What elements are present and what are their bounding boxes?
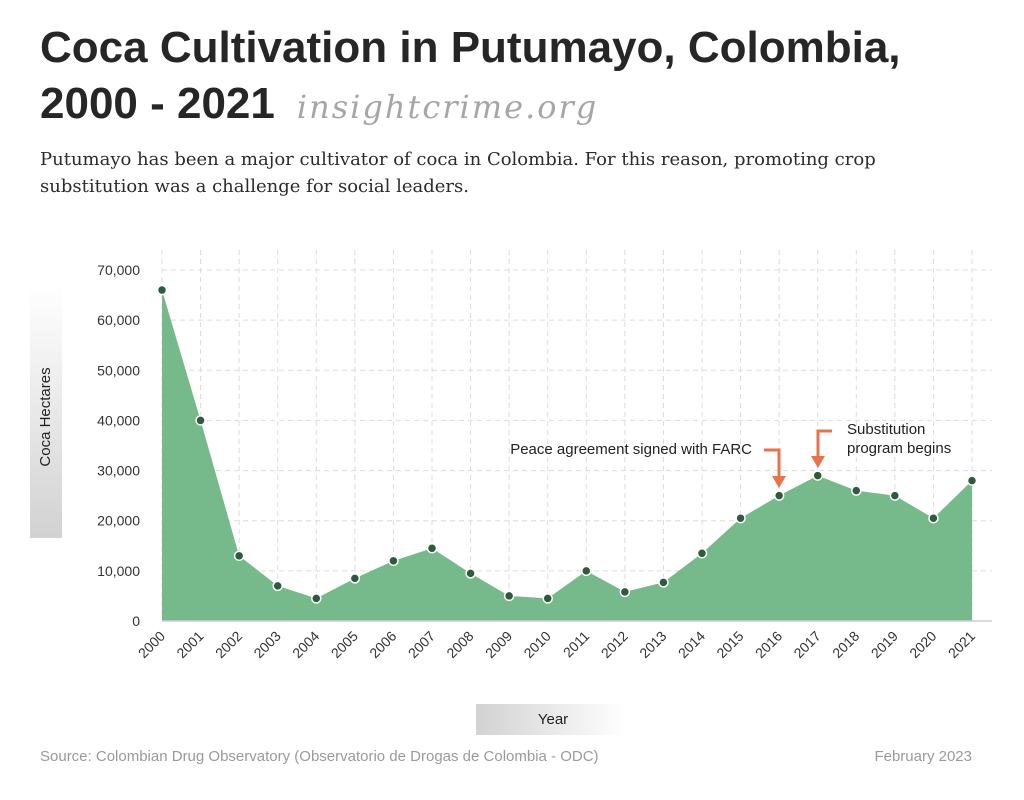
x-tick-label-2000: 2000 [135, 628, 168, 661]
data-point-2018 [851, 485, 862, 496]
data-point-2014 [696, 548, 708, 559]
y-tick-label: 50,000 [97, 362, 140, 378]
data-point-2005 [349, 573, 361, 584]
brand-watermark: insightcrime.org [296, 88, 599, 126]
data-point-2012 [619, 586, 631, 598]
data-point-2004 [311, 593, 322, 604]
x-tick-label-2015: 2015 [713, 628, 746, 661]
x-axis-title: Year [538, 711, 568, 728]
data-point-2020 [928, 512, 939, 524]
x-tick-labels: 2000 2001 2002 2003 2004 2005 2006 2007 2008 2009… [135, 628, 978, 661]
arrow-peace-agreement [764, 448, 781, 478]
y-tick-label: 0 [132, 613, 140, 629]
data-points [156, 284, 978, 604]
chart-subtitle: Putumayo has been a major cultivator of … [40, 149, 876, 197]
source-note: Source: Colombian Drug Observatory (Obse… [40, 748, 599, 765]
y-tick-label: 20,000 [97, 513, 140, 529]
data-point-2002 [233, 550, 245, 562]
x-tick-label-2012: 2012 [598, 628, 631, 661]
x-tick-label-2019: 2019 [868, 628, 901, 661]
data-point-2015 [735, 512, 746, 524]
arrow-head-peace-agreement [772, 476, 786, 488]
area-series [162, 290, 972, 621]
x-tick-label-2005: 2005 [328, 628, 361, 661]
y-tick-labels: 0 10,000 20,000 30,000 40,000 50,000 60,000 70,… [97, 262, 140, 629]
x-tick-label-2017: 2017 [790, 628, 823, 661]
x-tick-label-2001: 2001 [173, 628, 206, 661]
data-point-2003 [272, 580, 283, 592]
x-tick-label-2009: 2009 [482, 628, 515, 661]
annotation-substitution-line-2: program begins [847, 440, 951, 457]
data-point-2006 [388, 555, 399, 567]
title-line-1: Coca Cultivation in Putumayo, Colombia, [40, 23, 901, 72]
arrow-substitution [816, 429, 832, 458]
data-point-2017 [812, 470, 823, 481]
annotations: Peace agreement signed with FARC Substit… [510, 421, 951, 488]
data-point-2019 [889, 490, 901, 501]
x-tick-label-2014: 2014 [675, 628, 708, 661]
y-tick-label: 70,000 [97, 262, 140, 278]
x-tick-label-2013: 2013 [636, 628, 669, 661]
data-point-2001 [195, 415, 206, 426]
annotation-peace-agreement: Peace agreement signed with FARC [510, 441, 752, 458]
x-tick-label-2003: 2003 [250, 628, 283, 661]
annotation-substitution-line-1: Substitution [847, 421, 925, 438]
y-axis-title-background [30, 284, 62, 538]
y-axis-title: Coca Hectares [37, 367, 54, 466]
x-tick-label-2020: 2020 [906, 628, 939, 661]
x-tick-label-2010: 2010 [520, 628, 553, 661]
x-tick-label-2004: 2004 [289, 628, 322, 661]
x-tick-label-2006: 2006 [366, 628, 399, 661]
x-tick-label-2016: 2016 [752, 628, 785, 661]
title-line-2: 2000 - 2021 insightcrime.org [40, 76, 901, 135]
x-tick-label-2018: 2018 [829, 628, 862, 661]
chart-title: Coca Cultivation in Putumayo, Colombia, … [40, 20, 901, 135]
x-tick-label-2008: 2008 [443, 628, 476, 661]
data-point-2009 [503, 590, 515, 602]
data-point-2008 [465, 568, 476, 579]
x-tick-label-2002: 2002 [212, 628, 245, 661]
y-tick-label: 60,000 [97, 312, 140, 328]
x-tick-label-2007: 2007 [405, 628, 438, 661]
y-tick-label: 10,000 [97, 563, 140, 579]
data-point-2013 [658, 577, 669, 588]
data-point-2021 [966, 475, 978, 486]
x-tick-label-2021: 2021 [945, 628, 978, 661]
publication-date: February 2023 [874, 748, 972, 765]
arrow-head-substitution [811, 456, 825, 468]
data-point-2007 [426, 543, 438, 554]
data-point-2010 [542, 593, 553, 604]
y-tick-label: 30,000 [97, 463, 140, 479]
data-point-2000 [156, 284, 168, 296]
x-tick-label-2011: 2011 [560, 628, 593, 661]
title-years: 2000 - 2021 [40, 79, 275, 128]
data-point-2011 [581, 565, 592, 577]
data-point-2016 [773, 490, 785, 501]
y-tick-label: 40,000 [97, 412, 140, 428]
x-axis-title-background [476, 704, 626, 735]
